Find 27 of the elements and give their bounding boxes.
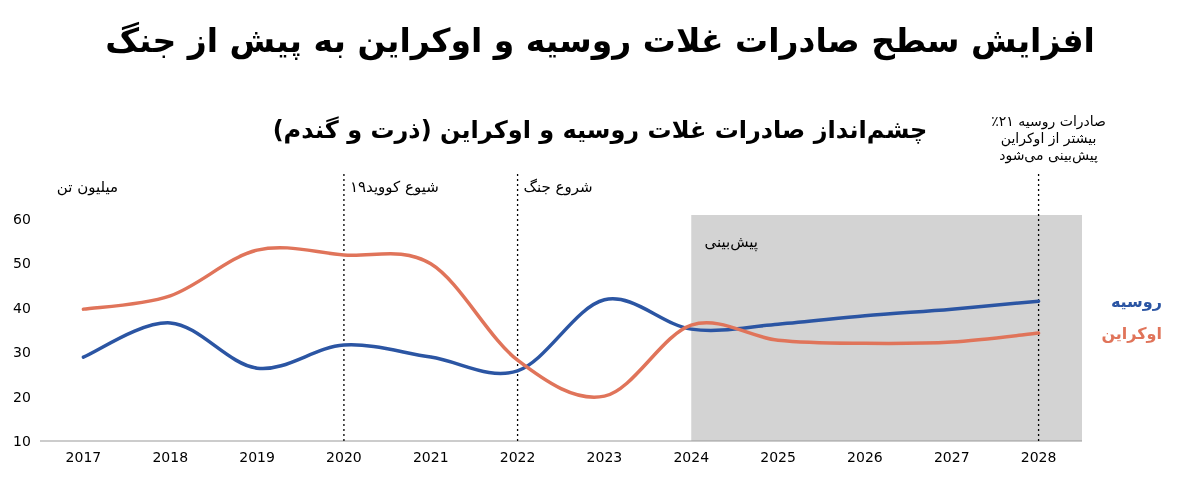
chart-subtitle: چشم‌انداز صادرات غلات روسیه و اوکراین (ذرت و گندم) [272, 116, 928, 144]
x-tick-label: 2023 [586, 449, 623, 465]
x-tick-label: 2022 [499, 449, 536, 465]
y-tick-label: 30 [13, 344, 31, 361]
x-tick-label: 2026 [847, 449, 883, 465]
y-tick-label: 50 [13, 255, 31, 272]
x-tick-label: 2017 [65, 449, 102, 465]
x-tick-label: 2020 [326, 449, 362, 465]
y-tick-label: 20 [13, 388, 31, 405]
x-tick-label: 2027 [933, 449, 970, 465]
x-tick-label: 2024 [673, 449, 710, 465]
y-tick-label: 10 [13, 433, 31, 449]
y-tick-label: 40 [13, 299, 31, 316]
x-tick-label: 2019 [239, 449, 275, 465]
x-tick-label: 2028 [1020, 449, 1057, 465]
x-tick-label: 2018 [152, 449, 189, 465]
x-tick-label: 2021 [412, 449, 449, 465]
y-axis-title: میلیون تن [56, 178, 118, 196]
ref-line-label: شروع جنگ [523, 178, 593, 196]
x-tick-label: 2025 [760, 449, 796, 465]
band-label: پیش‌بینی [704, 233, 759, 252]
ref-line-label: شیوع کووید۱۹ [349, 178, 439, 196]
text: اوکراین [1101, 324, 1162, 344]
text: روسیه [1110, 292, 1162, 312]
ref-line-label: صادرات روسیه ۲۱٪ بیشتر از اوکراین پیش‌بینی می‌شود [991, 113, 1106, 164]
y-tick-label: 60 [13, 211, 31, 227]
chart-title: افزایش سطح صادرات غلات روسیه و اوکراین به پیش از جنگ [105, 21, 1095, 61]
